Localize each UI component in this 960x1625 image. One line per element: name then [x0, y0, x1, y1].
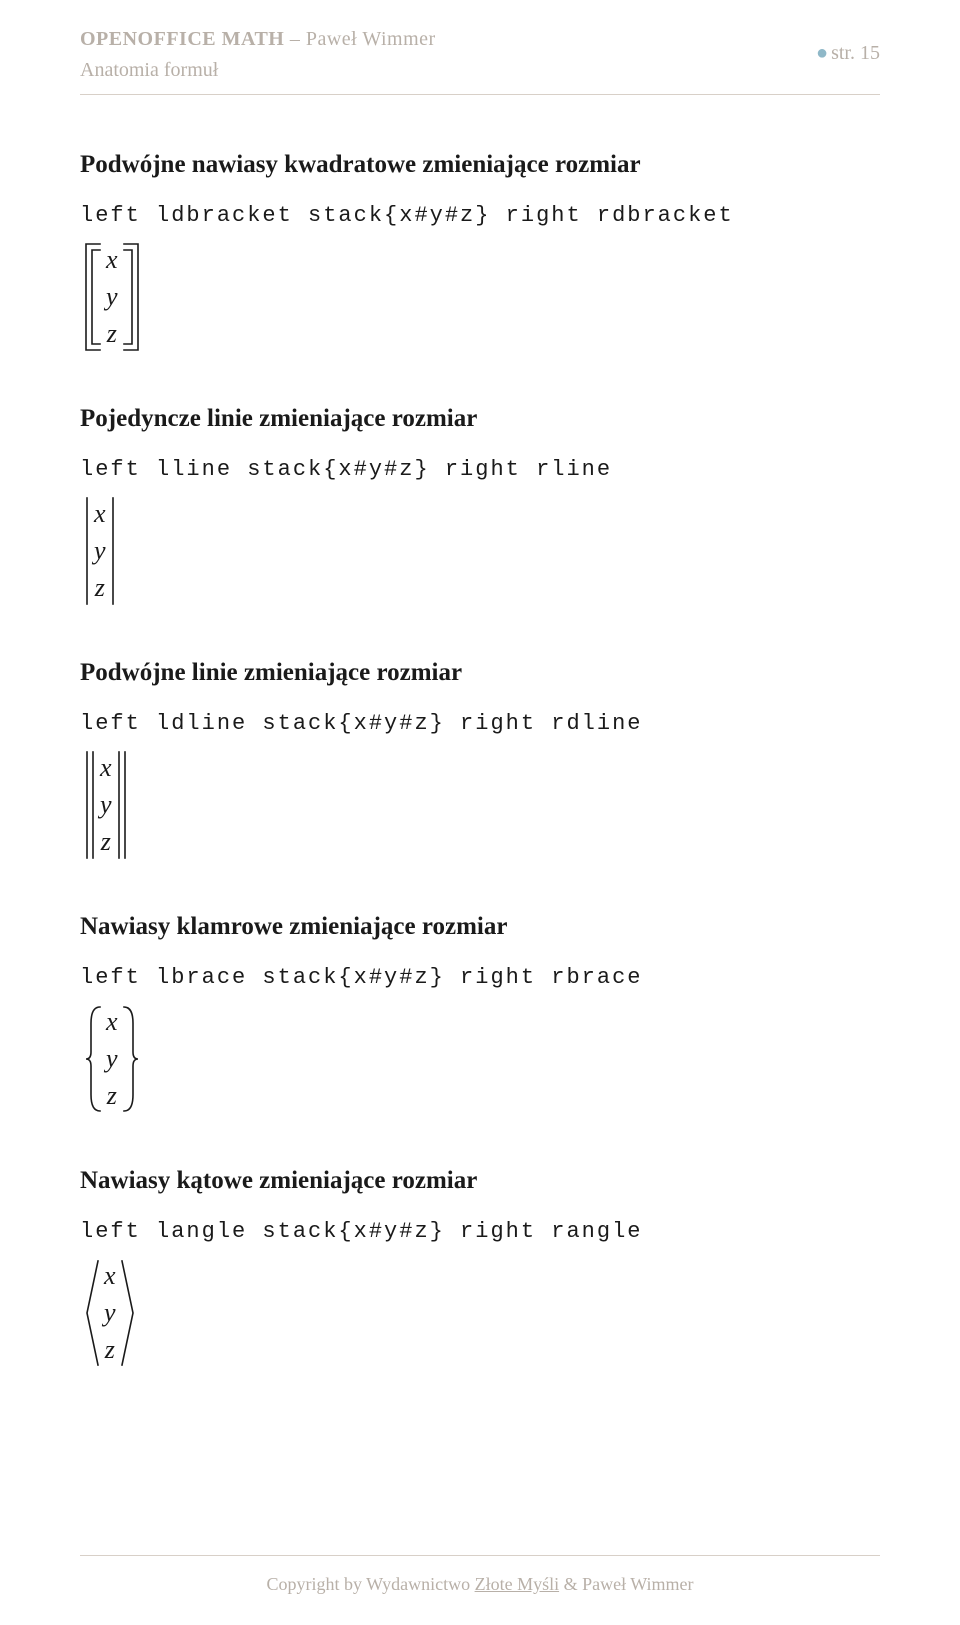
variable: x [100, 755, 112, 781]
section-title: Pojedyncze linie zmieniające rozmiar [80, 405, 880, 433]
header-title-strong: OPENOFFICE MATH [80, 28, 284, 50]
page-number-value: 15 [860, 42, 880, 64]
section: Nawiasy kątowe zmieniające rozmiar left l… [80, 1167, 880, 1373]
formula-display: xyz [84, 242, 140, 352]
variable-stack: xyz [96, 750, 116, 860]
variable: z [101, 829, 111, 855]
variable-stack: xyz [100, 1258, 120, 1368]
left-bracket-icon [84, 1004, 102, 1114]
variable: y [106, 1046, 118, 1072]
section-title: Nawiasy klamrowe zmieniające rozmiar [80, 913, 880, 941]
variable: z [107, 1083, 117, 1109]
variable: x [106, 247, 118, 273]
section-title: Podwójne linie zmieniające rozmiar [80, 659, 880, 687]
variable-stack: xyz [90, 496, 110, 606]
page: OPENOFFICE MATH – Paweł Wimmer Anatomia … [0, 0, 960, 1625]
variable-stack: xyz [102, 242, 122, 352]
variable: z [105, 1337, 115, 1363]
variable: x [94, 501, 106, 527]
left-bracket-icon [84, 1258, 100, 1368]
section-title: Podwójne nawiasy kwadratowe zmieniające … [80, 151, 880, 179]
variable: y [100, 792, 112, 818]
header-title-line: OPENOFFICE MATH – Paweł Wimmer [80, 28, 880, 51]
formula-display: xyz [84, 1258, 136, 1368]
footer-rule [80, 1555, 880, 1556]
page-number-prefix: str. [831, 42, 860, 64]
section: Nawiasy klamrowe zmieniające rozmiar left… [80, 913, 880, 1119]
footer-text-pre: Copyright by Wydawnictwo [267, 1574, 475, 1594]
section: Pojedyncze linie zmieniające rozmiar left… [80, 405, 880, 611]
header-subtitle: Anatomia formuł [80, 59, 880, 82]
content-body: Podwójne nawiasy kwadratowe zmieniające … [80, 151, 880, 1373]
code-line: left lbrace stack{x#y#z} right rbrace [80, 965, 880, 990]
variable: z [107, 321, 117, 347]
code-line: left ldbracket stack{x#y#z} right rdbrac… [80, 203, 880, 228]
header-title-sep: – [284, 28, 306, 50]
footer-text-post: & Paweł Wimmer [559, 1574, 693, 1594]
formula-display: xyz [84, 496, 116, 606]
right-bracket-icon [116, 750, 128, 860]
section-title: Nawiasy kątowe zmieniające rozmiar [80, 1167, 880, 1195]
formula-display: xyz [84, 1004, 140, 1114]
variable: y [104, 1300, 116, 1326]
code-line: left ldline stack{x#y#z} right rdline [80, 711, 880, 736]
code-line: left langle stack{x#y#z} right rangle [80, 1219, 880, 1244]
code-line: left lline stack{x#y#z} right rline [80, 457, 880, 482]
footer-link[interactable]: Złote Myśli [475, 1574, 560, 1594]
variable: x [104, 1263, 116, 1289]
page-number: ●str. 15 [816, 42, 880, 65]
right-bracket-icon [122, 1004, 140, 1114]
right-bracket-icon [120, 1258, 136, 1368]
right-bracket-icon [122, 242, 140, 352]
left-bracket-icon [84, 750, 96, 860]
header-author: Paweł Wimmer [306, 28, 436, 50]
variable: y [94, 538, 106, 564]
header-rule [80, 94, 880, 95]
section: Podwójne linie zmieniające rozmiar left l… [80, 659, 880, 865]
page-header: OPENOFFICE MATH – Paweł Wimmer Anatomia … [80, 28, 880, 95]
variable: x [106, 1009, 118, 1035]
variable: y [106, 284, 118, 310]
variable: z [95, 575, 105, 601]
formula-display: xyz [84, 750, 128, 860]
variable-stack: xyz [102, 1004, 122, 1114]
left-bracket-icon [84, 242, 102, 352]
page-number-bullet-icon: ● [816, 42, 828, 64]
section: Podwójne nawiasy kwadratowe zmieniające … [80, 151, 880, 357]
page-footer: Copyright by Wydawnictwo Złote Myśli & P… [80, 1555, 880, 1595]
right-bracket-icon [110, 496, 116, 606]
